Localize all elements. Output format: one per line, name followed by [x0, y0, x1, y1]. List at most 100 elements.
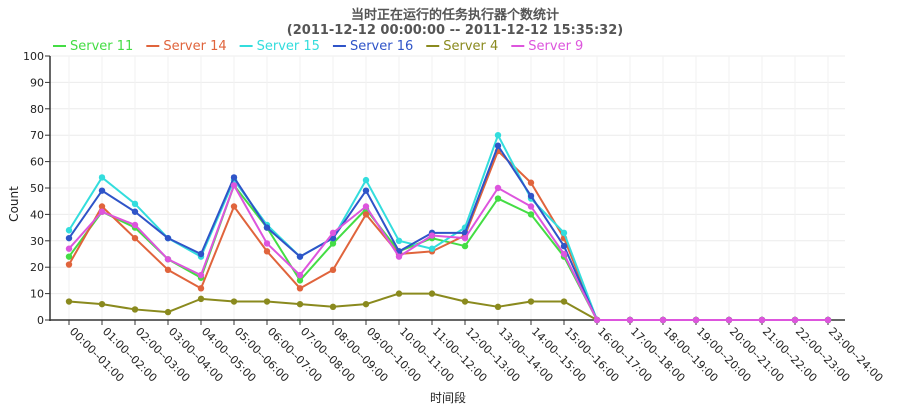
data-point	[164, 308, 172, 316]
data-point	[65, 227, 73, 234]
y-tick-label: 60	[30, 156, 44, 169]
data-point	[560, 298, 568, 305]
y-tick-label: 100	[23, 50, 44, 63]
data-point	[329, 240, 337, 247]
data-point	[362, 211, 370, 218]
data-point	[296, 253, 304, 260]
y-tick-label: 20	[30, 261, 44, 274]
data-point	[494, 142, 502, 149]
data-point	[164, 266, 172, 274]
series-line	[68, 134, 828, 321]
data-point	[527, 179, 535, 186]
data-point	[230, 298, 238, 305]
data-point	[65, 253, 73, 260]
data-point	[296, 300, 304, 308]
legend-entry: Server 14	[163, 39, 226, 54]
data-point	[461, 234, 469, 242]
data-point	[98, 187, 106, 194]
data-point	[131, 200, 139, 208]
data-point	[527, 203, 535, 210]
data-point	[527, 211, 535, 218]
data-point	[560, 242, 568, 250]
data-point	[659, 316, 667, 324]
data-point	[362, 176, 370, 184]
data-point	[560, 250, 568, 258]
data-point	[197, 250, 205, 258]
data-point	[98, 208, 106, 215]
data-point	[494, 132, 502, 139]
axes: 010203040506070809010000:00--01:0001:00-…	[23, 50, 886, 385]
data-point	[560, 229, 568, 237]
data-point	[527, 298, 535, 305]
series-line	[68, 184, 828, 321]
series-line	[68, 184, 828, 321]
data-point	[98, 300, 106, 308]
data-point	[329, 303, 337, 310]
data-point	[428, 232, 436, 239]
data-point	[329, 229, 337, 237]
y-tick-label: 0	[37, 314, 44, 327]
legend-entry: Server 4	[443, 39, 498, 54]
grid	[50, 55, 845, 320]
legend-entry: Server 15	[257, 39, 320, 54]
data-point	[494, 303, 502, 310]
data-point	[329, 266, 337, 274]
data-point	[164, 234, 172, 242]
data-point	[593, 316, 601, 324]
data-point	[65, 298, 73, 305]
chart-title: 当时正在运行的任务执行器个数统计	[351, 7, 559, 23]
data-point	[197, 295, 205, 303]
data-point	[263, 298, 271, 305]
y-tick-label: 70	[30, 129, 44, 142]
data-point	[98, 174, 106, 181]
data-point	[296, 271, 304, 279]
data-point	[362, 203, 370, 210]
series-line	[68, 292, 828, 321]
data-point	[263, 248, 271, 255]
y-tick-label: 30	[30, 235, 44, 248]
data-point	[362, 300, 370, 308]
y-axis-label: Count	[7, 186, 21, 222]
data-point	[131, 306, 139, 313]
data-point	[131, 208, 139, 215]
data-point	[692, 316, 700, 324]
data-point	[263, 224, 271, 231]
data-point	[296, 285, 304, 292]
data-point	[230, 174, 238, 181]
data-point	[461, 242, 469, 250]
legend: Server 11 Server 14 Server 15 Server 16 Serv…	[53, 39, 583, 54]
legend-entry: Server 16	[350, 39, 413, 54]
data-point	[131, 234, 139, 242]
y-tick-label: 80	[30, 103, 44, 116]
data-point	[329, 234, 337, 242]
series-layer	[65, 132, 832, 324]
data-point	[131, 221, 139, 229]
data-point	[230, 182, 238, 189]
data-point	[164, 256, 172, 263]
data-point	[263, 240, 271, 247]
y-tick-label: 10	[30, 288, 44, 301]
data-point	[197, 285, 205, 292]
data-point	[428, 290, 436, 297]
series-line	[68, 150, 828, 321]
data-point	[758, 316, 766, 324]
data-point	[65, 234, 73, 242]
legend-entry: Server 9	[528, 39, 583, 54]
data-point	[395, 237, 403, 244]
data-point	[461, 298, 469, 305]
y-tick-label: 40	[30, 208, 44, 221]
data-point	[395, 290, 403, 297]
data-point	[395, 253, 403, 260]
data-point	[65, 245, 73, 252]
data-point	[791, 316, 799, 324]
data-point	[362, 187, 370, 194]
data-point	[230, 203, 238, 210]
data-point	[197, 271, 205, 279]
data-point	[494, 195, 502, 202]
data-point	[824, 316, 832, 324]
data-point	[428, 245, 436, 252]
data-point	[527, 192, 535, 200]
data-point	[296, 277, 304, 284]
data-point	[65, 261, 73, 268]
